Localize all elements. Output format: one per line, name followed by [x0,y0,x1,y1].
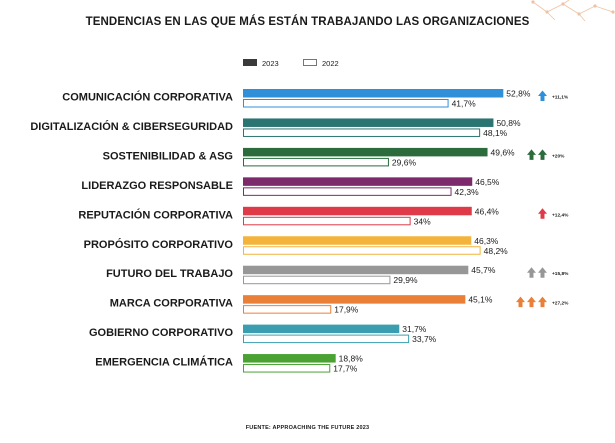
value-label-2022: 48,2% [484,246,509,256]
value-label-2023: 46,3% [474,236,499,246]
value-label-2022: 17,7% [333,364,358,374]
bar-2022 [243,305,332,314]
category-label: SOSTENIBILIDAD & ASG [103,150,233,162]
bar-2022 [243,157,389,167]
legend-swatch-2022 [303,59,317,66]
up-arrow-icon [538,296,547,308]
category-label: PROPÓSITO CORPORATIVO [84,238,234,251]
value-label-2023: 45,1% [468,295,493,305]
category-label: EMERGENCIA CLIMÁTICA [95,356,233,369]
category-label: GOBIERNO CORPORATIVO [89,327,233,339]
category-label: MARCA CORPORATIVA [110,298,233,310]
value-label-2023: 52,8% [506,89,531,99]
bar-2022 [243,216,411,226]
value-label-2023: 31,7% [402,324,427,334]
value-label-2023: 46,5% [475,177,500,187]
up-arrow-icon [516,296,525,308]
change-annotation: +12,4% [552,212,569,218]
legend-label-2022: 2022 [322,59,339,68]
change-annotation: +15,8% [552,271,569,277]
bar-2023 [243,89,504,98]
value-label-2022: 29,6% [392,157,417,167]
value-label-2023: 46,4% [475,206,500,216]
value-label-2023: 45,7% [471,265,496,275]
bar-2022 [243,246,481,255]
change-annotation: +27,2% [552,301,569,307]
bar-2023 [243,206,472,216]
up-arrow-icon [538,267,547,278]
value-label-2022: 33,7% [412,334,437,344]
value-label-2023: 50,8% [496,118,521,128]
bars-group: COMUNICACIÓN CORPORATIVA 52,8% 41,7% DIGITA… [30,89,569,374]
category-label: FUTURO DEL TRABAJO [106,268,233,280]
up-arrow-icon [527,267,536,278]
up-arrow-icon [538,208,547,219]
legend-swatch-2023 [243,59,257,66]
category-label: DIGITALIZACIÓN & CIBERSEGURIDAD [30,120,233,133]
bar-2022 [243,99,449,108]
value-label-2022: 29,9% [393,275,418,285]
chart-title: TENDENCIAS EN LAS QUE MÁS ESTÁN TRABAJAN… [85,16,530,28]
up-arrow-icon [538,90,547,101]
decorative-network-graphic [531,0,615,22]
up-arrow-icon [527,149,536,160]
change-annotation: +11,1% [552,95,569,101]
category-label: LIDERAZGO RESPONSABLE [81,180,233,192]
category-label: COMUNICACIÓN CORPORATIVA [62,91,233,104]
value-label-2022: 48,1% [483,128,508,138]
bar-2022 [243,275,391,285]
bar-2023 [243,295,466,304]
bar-2023 [243,118,494,127]
bar-chart: 2023 2022 COMUNICACIÓN CORPORATIVA 52,8% 4… [30,59,569,374]
bar-2023 [243,177,473,186]
source-note: FUENTE: APPROACHING THE FUTURE 2023 [245,425,370,431]
bar-2023 [243,265,469,275]
bar-2022 [243,128,481,137]
change-annotation: +20% [552,153,565,159]
legend: 2023 2022 [243,59,339,68]
bar-2022 [243,364,331,373]
up-arrow-icon [527,296,536,308]
bar-2023 [243,324,400,334]
bar-2023 [243,147,488,157]
bar-2022 [243,334,410,344]
value-label-2022: 42,3% [455,187,480,197]
bar-2022 [243,187,452,196]
category-label: REPUTACIÓN CORPORATIVA [78,208,233,221]
value-label-2023: 18,8% [339,354,364,364]
value-label-2022: 41,7% [452,99,477,109]
legend-label-2023: 2023 [262,59,279,68]
value-label-2022: 17,9% [334,305,359,315]
bar-2023 [243,236,472,245]
up-arrow-icon [538,149,547,160]
value-label-2023: 49,6% [491,147,516,157]
value-label-2022: 34% [414,216,431,226]
bar-2023 [243,354,336,363]
